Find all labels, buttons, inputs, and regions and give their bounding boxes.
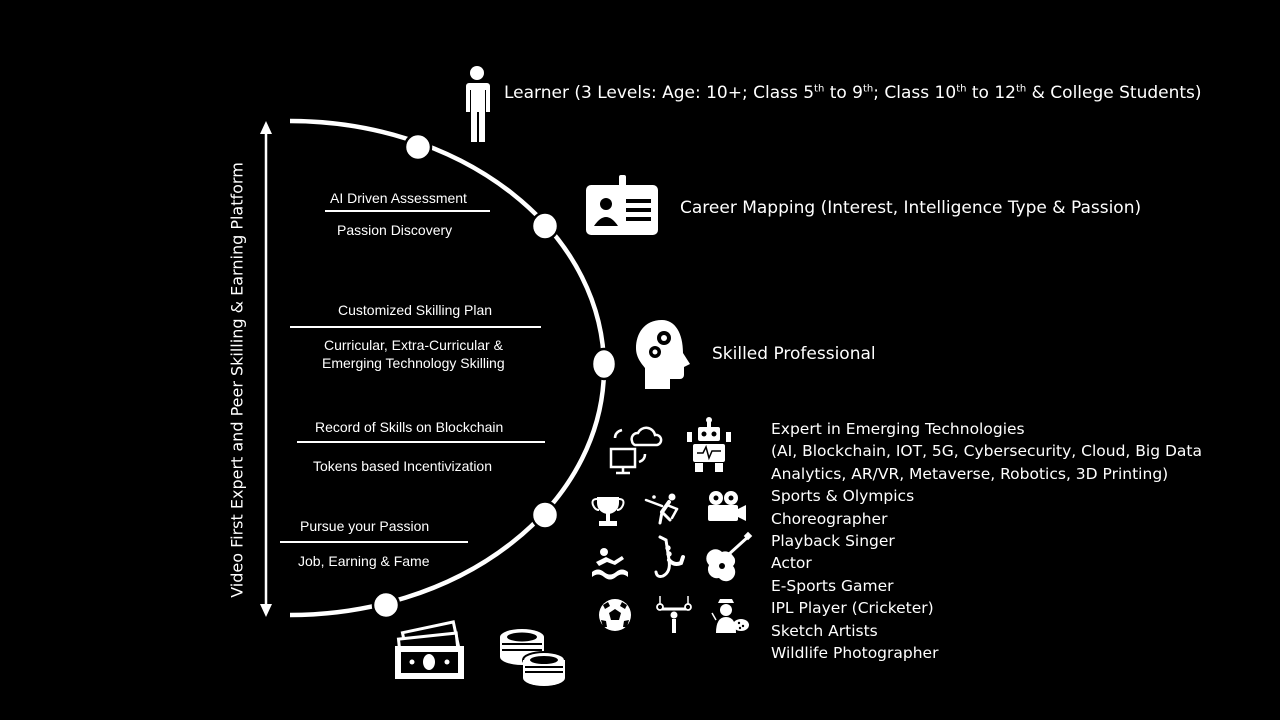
stage-2-bottom-label-2: Emerging Technology Skilling: [322, 355, 505, 371]
stage-2-bottom-label-1: Curricular, Extra-Curricular &: [324, 337, 503, 353]
list-item: Actor: [771, 554, 812, 573]
painter-icon: [711, 599, 749, 633]
id-card-icon: [586, 175, 658, 235]
milestone-node: [530, 211, 560, 241]
list-item: E-Sports Gamer: [771, 576, 894, 595]
stage-3-divider: [297, 441, 545, 443]
stage-4-divider: [280, 541, 468, 543]
cricket-player-icon: [644, 493, 679, 525]
gymnast-rings-icon: [656, 596, 692, 633]
platform-vertical-label: Video First Expert and Peer Skilling & E…: [227, 162, 247, 598]
stage-2-divider: [290, 326, 541, 328]
banknotes-icon: [395, 620, 464, 679]
stage-4-bottom-label: Job, Earning & Fame: [298, 553, 430, 569]
list-item: (AI, Blockchain, IOT, 5G, Cybersecurity,…: [771, 442, 1202, 461]
person-icon: [466, 66, 490, 142]
list-item: Sketch Artists: [771, 621, 878, 640]
stage-3-top-label: Record of Skills on Blockchain: [315, 419, 504, 435]
list-item: Expert in Emerging Technologies: [771, 420, 1025, 438]
movie-camera-icon: [708, 491, 746, 521]
career-mapping-label: Career Mapping (Interest, Intelligence T…: [680, 198, 1142, 218]
stage-1-divider: [325, 210, 490, 212]
milestone-node: [530, 500, 560, 530]
list-item: Sports & Olympics: [771, 487, 915, 506]
saxophone-icon: [654, 535, 685, 578]
milestone-node: [403, 132, 433, 162]
milestone-node: [590, 347, 618, 381]
milestone-node: [371, 590, 401, 620]
stage-2-top-label: Customized Skilling Plan: [338, 302, 493, 318]
vertical-double-arrow: [260, 121, 272, 617]
list-item: Wildlife Photographer: [771, 644, 939, 663]
list-item: Playback Singer: [771, 532, 895, 551]
cloud-computer-icon: [609, 426, 663, 475]
robot-icon: [687, 417, 731, 472]
learner-label: Learner (3 Levels: Age: 10+; Class 5th t…: [504, 83, 1202, 103]
trophy-icon: [591, 497, 625, 526]
list-item: Analytics, AR/VR, Metaverse, Robotics, 3…: [771, 464, 1169, 483]
stage-1-bottom-label: Passion Discovery: [337, 222, 453, 238]
football-icon: [599, 599, 631, 631]
stage-1-top-label: AI Driven Assessment: [330, 190, 467, 206]
list-item: Choreographer: [771, 509, 888, 528]
coins-icon: [500, 629, 566, 686]
swimmer-icon: [592, 548, 628, 580]
list-item: IPL Player (Cricketer): [771, 599, 934, 618]
career-options-list: Expert in Emerging Technologies (AI, Blo…: [771, 418, 1202, 664]
guitar-icon: [706, 531, 753, 582]
milestone-nodes: [371, 132, 618, 620]
head-gears-icon: [636, 320, 690, 389]
stage-4-top-label: Pursue your Passion: [300, 518, 430, 534]
stage-3-bottom-label: Tokens based Incentivization: [313, 458, 492, 474]
skilled-professional-label: Skilled Professional: [712, 344, 876, 364]
